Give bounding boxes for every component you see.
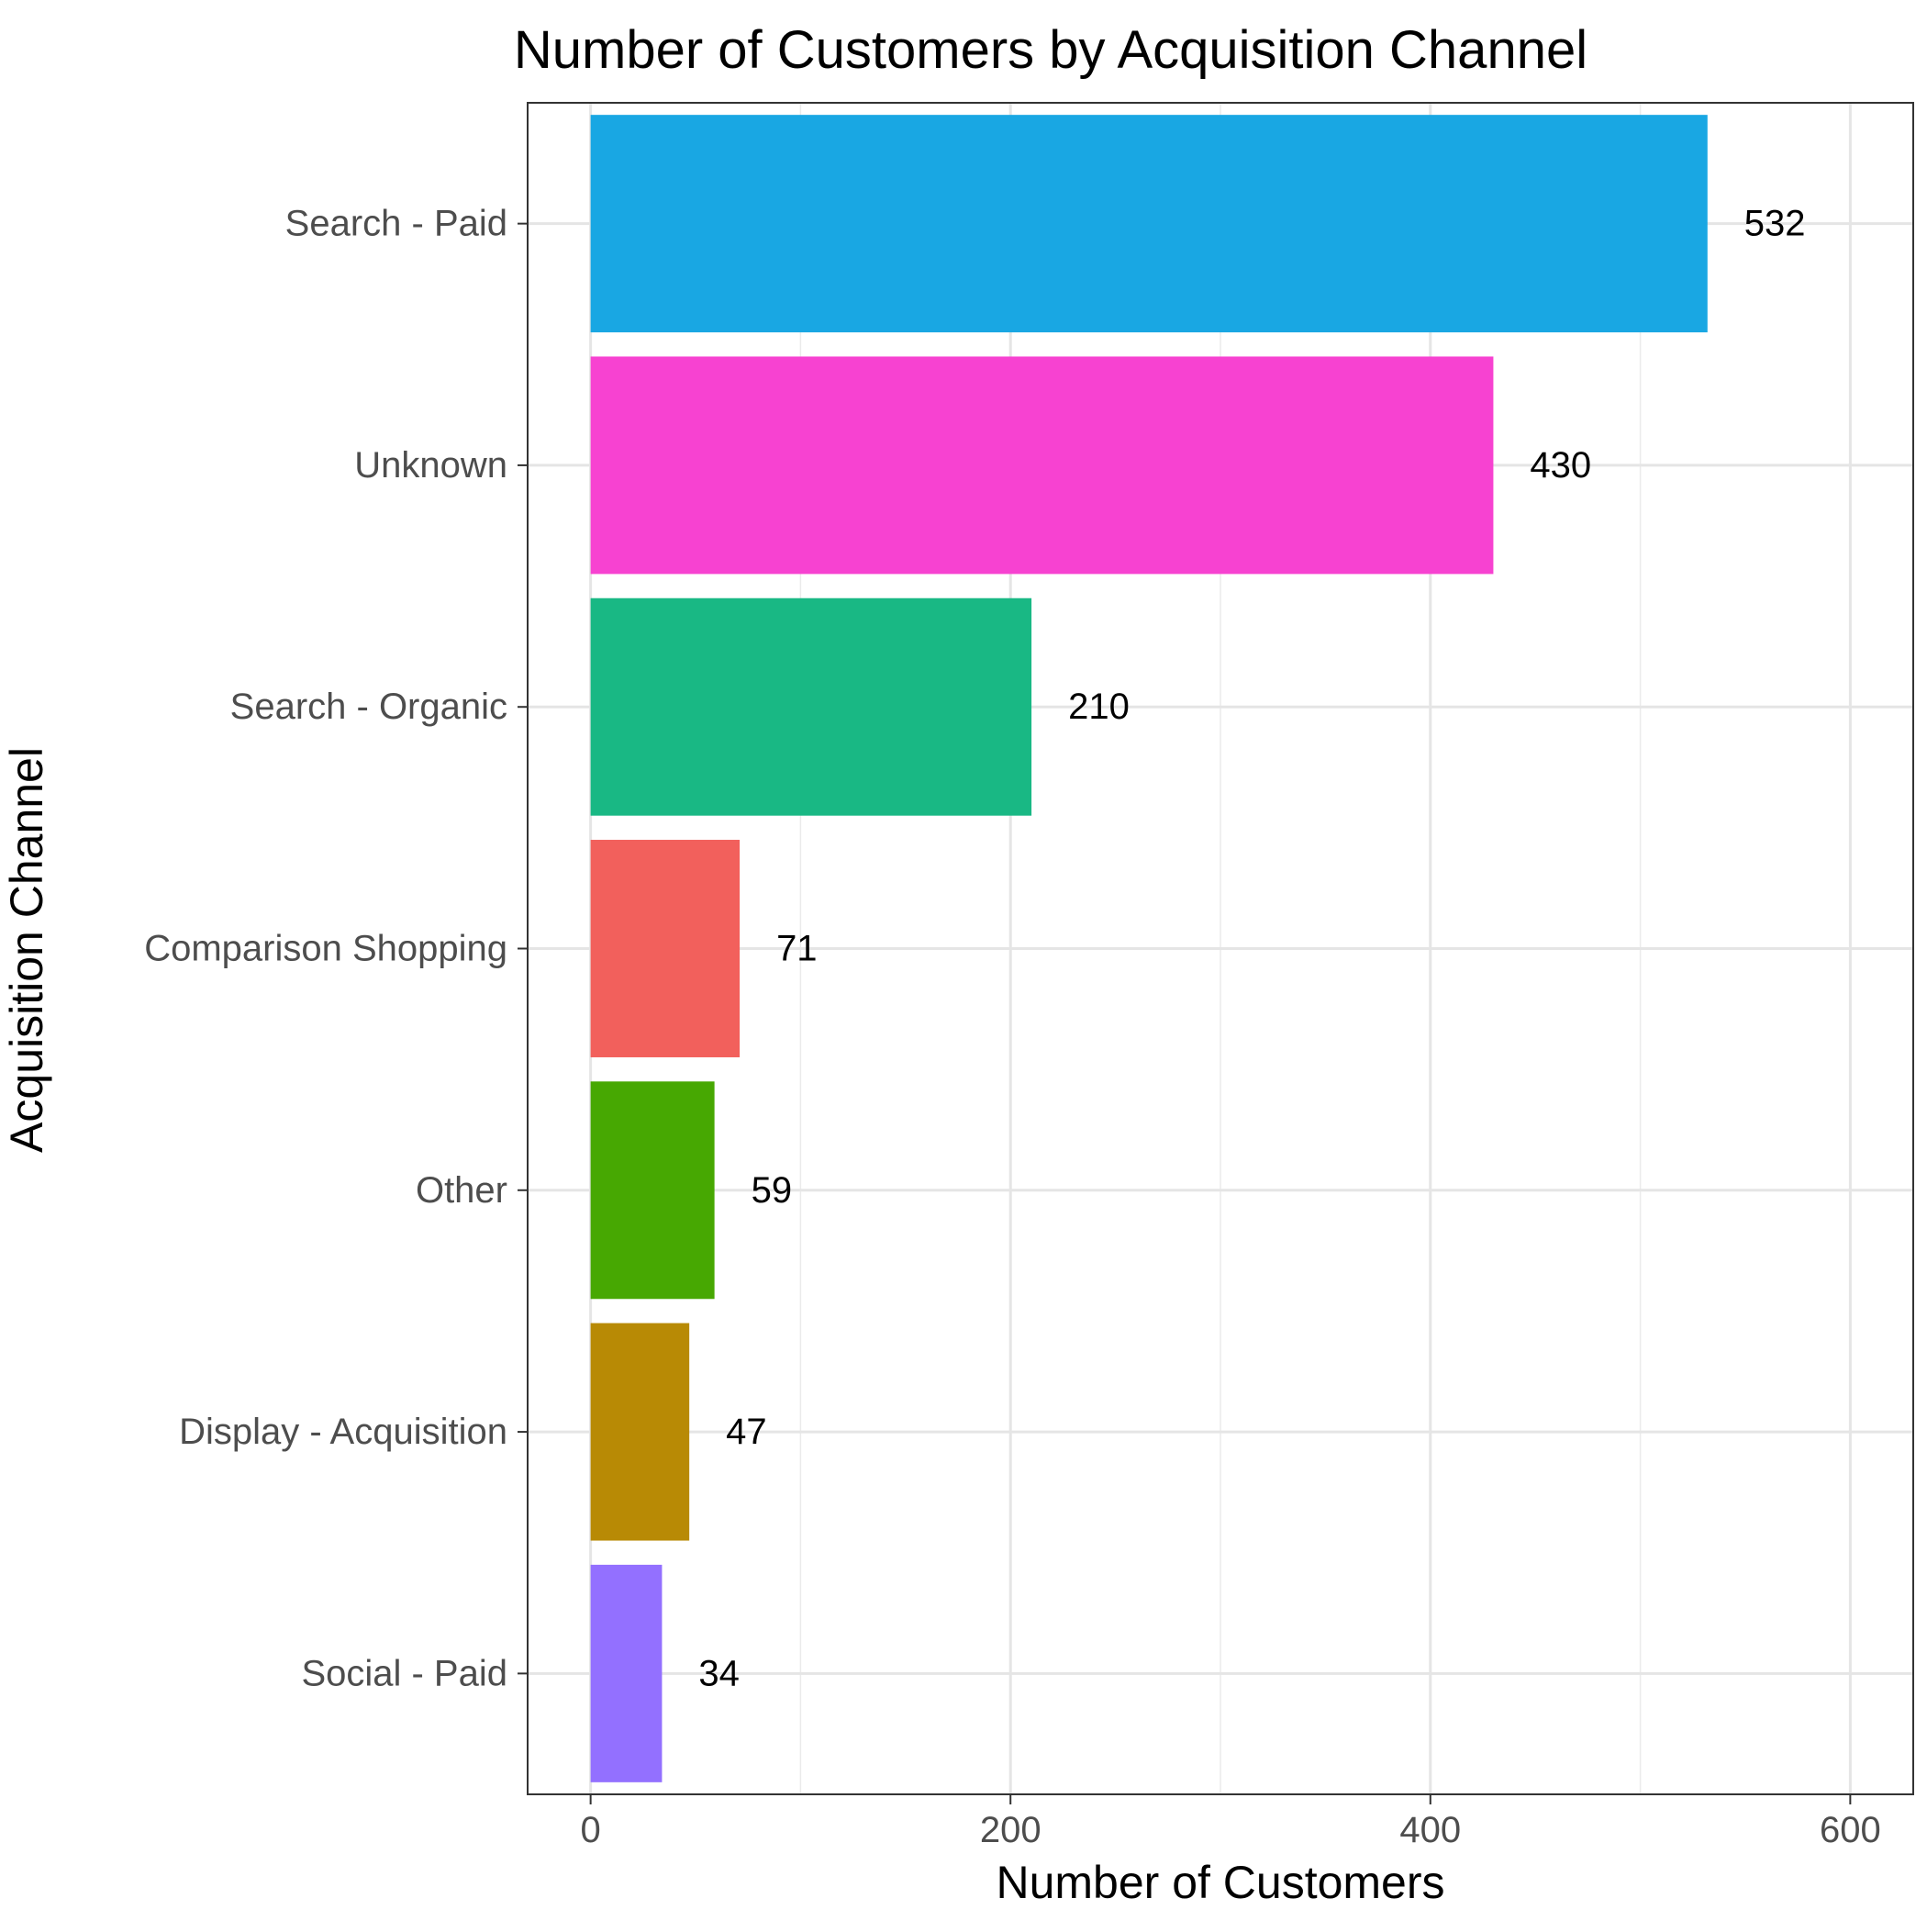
bar (590, 597, 1032, 816)
y-tick-label: Comparison Shopping (144, 929, 507, 969)
bar-layer (590, 115, 1708, 1782)
x-tick-label: 600 (1820, 1810, 1881, 1850)
y-axis-title: Acquisition Channel (1, 747, 52, 1153)
y-tick-label: Search - Organic (230, 687, 507, 727)
x-axis-title: Number of Customers (996, 1857, 1444, 1908)
bar (590, 840, 741, 1057)
data-label: 47 (726, 1412, 767, 1452)
y-tick-label: Social - Paid (301, 1653, 507, 1693)
y-tick-label: Display - Acquisition (179, 1412, 507, 1452)
y-tick-label: Other (416, 1170, 507, 1211)
bar (590, 1564, 663, 1782)
bar (590, 356, 1494, 575)
chart-title: Number of Customers by Acquisition Chann… (514, 20, 1587, 80)
x-tick-label: 0 (581, 1810, 601, 1850)
data-label: 59 (752, 1170, 793, 1211)
data-label-layer: 532 430 210 71 59 47 34 (698, 204, 1805, 1694)
y-tick-label: Unknown (354, 445, 507, 486)
data-label: 532 (1744, 204, 1806, 244)
x-tick-label: 400 (1399, 1810, 1461, 1850)
y-tick-label: Search - Paid (285, 204, 507, 244)
bar (590, 1081, 715, 1300)
data-label: 34 (698, 1653, 740, 1693)
data-label: 430 (1530, 445, 1591, 486)
bar (590, 1323, 690, 1541)
data-label: 71 (776, 929, 818, 969)
axis-layer: 0 200 400 600 Search - Paid Unknown Search - O… (144, 204, 1881, 1850)
data-label: 210 (1068, 687, 1130, 727)
x-tick-label: 200 (980, 1810, 1041, 1850)
bar (590, 115, 1708, 333)
